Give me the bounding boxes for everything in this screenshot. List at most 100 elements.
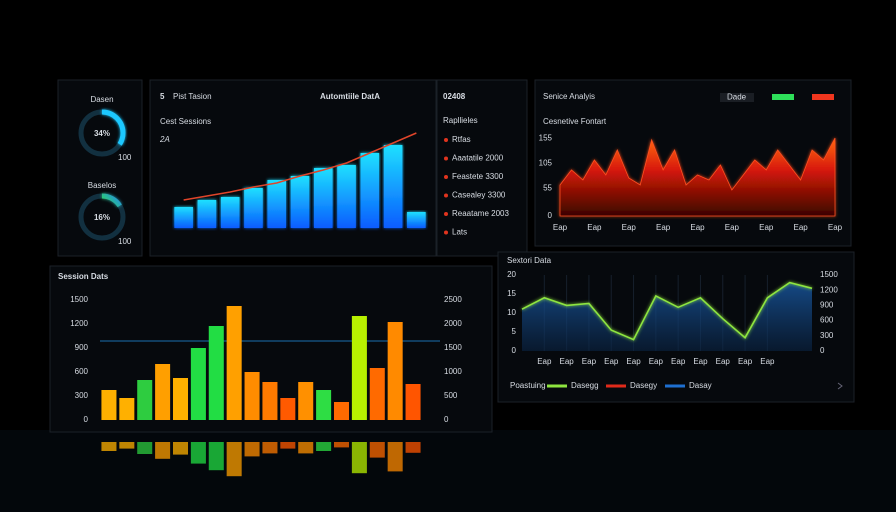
chart-title: Pist Tasion: [173, 92, 212, 101]
y-tick-label: 900: [75, 343, 89, 352]
bar: [220, 197, 240, 228]
legend-swatch: [665, 384, 685, 388]
bar: [190, 348, 206, 420]
gauge-note: 100: [118, 237, 132, 246]
bar-reflection: [333, 442, 350, 448]
legend-label: Dasay: [689, 381, 712, 390]
y2-tick-label: 0: [444, 415, 449, 424]
x-tick-label: Eap: [738, 357, 753, 366]
gauge-value: 16%: [94, 213, 110, 222]
bar-reflection: [172, 442, 189, 455]
y2-tick-label: 2000: [444, 319, 462, 328]
bar: [333, 402, 350, 420]
bar: [316, 390, 332, 420]
gauge-arc: [78, 193, 126, 241]
legend-swatch: [772, 94, 794, 100]
chart-title: Senice Analyis: [543, 92, 595, 101]
y2-tick-label: 900: [820, 301, 834, 310]
gauge-note: 100: [118, 153, 132, 162]
x-tick-label: Eap: [626, 357, 641, 366]
chart-title: Sextori Data: [507, 256, 552, 265]
y-tick-label: 0: [548, 211, 553, 220]
y2-tick-label: 1200: [820, 285, 838, 294]
x-tick-label: Eap: [760, 357, 775, 366]
y-tick-label: 155: [539, 134, 553, 143]
y-tick-label: 1500: [70, 295, 88, 304]
bar-reflection: [280, 442, 296, 449]
list-dot: [444, 156, 448, 161]
x-tick-label: Eap: [690, 223, 705, 232]
bar-reflection: [190, 442, 206, 464]
bar: [337, 165, 356, 228]
x-tick-label: Eap: [671, 357, 686, 366]
y-tick-label: 55: [543, 184, 552, 193]
bar: [387, 322, 403, 420]
y2-tick-label: 1500: [820, 270, 838, 279]
x-tick-label: Eap: [794, 223, 809, 232]
bar: [290, 176, 310, 228]
y2-tick-label: 1500: [444, 343, 462, 352]
list-dot: [444, 212, 448, 216]
bar: [172, 378, 189, 420]
bar-reflection: [369, 442, 385, 458]
y-tick-label: 300: [75, 391, 89, 400]
x-tick-label: Eap: [559, 357, 574, 366]
gauge-panel: [57, 79, 143, 257]
legend-label: Dasegg: [571, 381, 599, 390]
y-tick-label: 15: [507, 289, 516, 298]
y-tick-label: 1200: [70, 319, 88, 328]
bar: [280, 398, 296, 420]
legend-title: Poastuing: [510, 381, 546, 390]
list-item: Aaatatile 2000: [452, 154, 504, 163]
bar: [101, 390, 117, 420]
bar: [174, 207, 193, 228]
x-tick-label: Eap: [604, 357, 619, 366]
bar-reflection: [298, 442, 314, 454]
floor: [0, 430, 896, 512]
bar-reflection: [101, 442, 117, 451]
x-tick-label: Eap: [725, 223, 740, 232]
chart-subtitle: Cesnetive Fontart: [543, 117, 607, 126]
list-dot: [444, 230, 448, 235]
legend-label: Dasegy: [630, 381, 657, 390]
headline: Automtiile DatA: [320, 92, 380, 101]
bar-reflection: [351, 442, 367, 474]
gauge-arc: [78, 109, 126, 157]
legend-swatch: [812, 94, 834, 100]
y-tick-label: 10: [507, 308, 516, 317]
bar-reflection: [155, 442, 171, 459]
y2-tick-label: 0: [820, 346, 825, 355]
legend-label: Dade: [727, 93, 747, 102]
trend-line: [183, 132, 417, 201]
bar: [383, 145, 403, 228]
x-tick-label: Eap: [537, 357, 552, 366]
legend-swatch: [606, 384, 626, 388]
y2-tick-label: 500: [444, 391, 458, 400]
bar: [369, 368, 385, 420]
x-tick-label: Eap: [693, 357, 708, 366]
bar-reflection: [226, 442, 242, 477]
list-title: Rapllieles: [443, 116, 478, 125]
bar: [351, 316, 367, 420]
gauge-label: Dasen: [90, 95, 113, 104]
bar: [313, 168, 333, 228]
list-dot: [444, 175, 448, 179]
y-tick-label: 5: [512, 327, 517, 336]
layer: Dasen34%100Baselos16%10002408RapllielesR…: [58, 92, 843, 477]
bar: [208, 326, 224, 420]
bar-reflection: [119, 442, 135, 449]
title-icon: 5: [160, 92, 165, 101]
list-item: Reaatame 2003: [452, 209, 509, 218]
bar-reflection: [262, 442, 278, 454]
bar: [244, 188, 263, 228]
x-tick-label: Eap: [587, 223, 602, 232]
x-tick-label: Eap: [759, 223, 774, 232]
list-item: Casealey 3300: [452, 191, 506, 200]
x-tick-label: Eap: [582, 357, 597, 366]
bar: [155, 364, 171, 420]
y-tick-label: 105: [539, 159, 553, 168]
bar: [244, 372, 260, 420]
bar: [407, 212, 426, 228]
